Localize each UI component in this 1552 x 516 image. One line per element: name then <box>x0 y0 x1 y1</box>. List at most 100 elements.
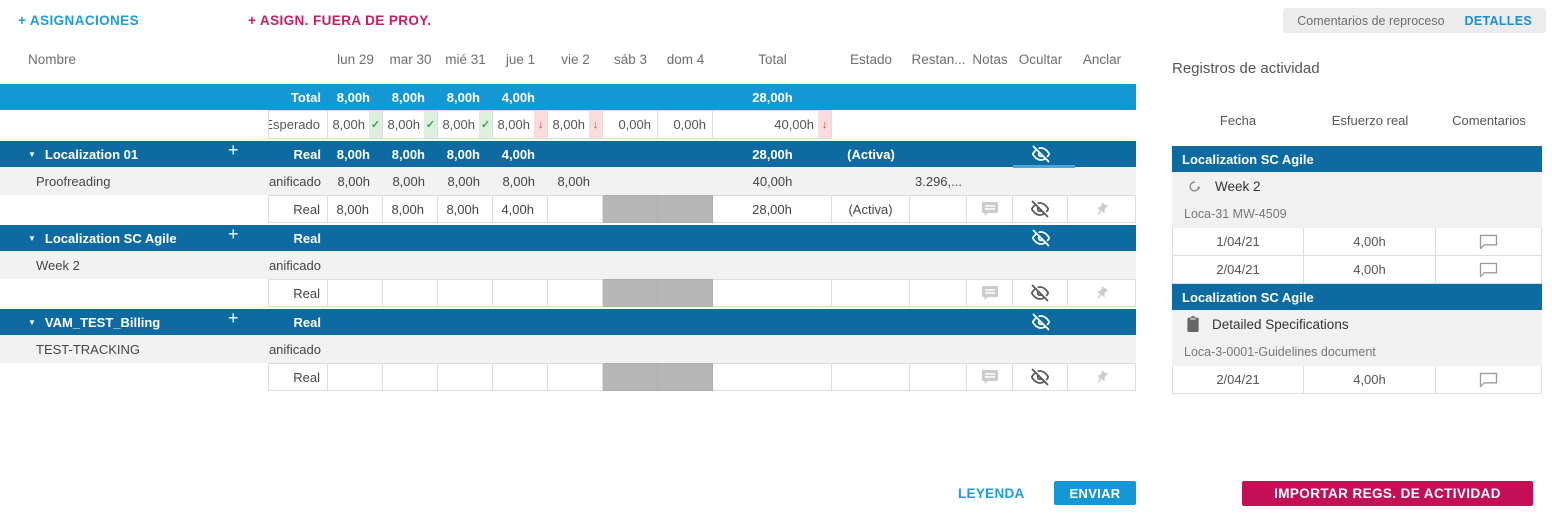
comment-icon[interactable] <box>1436 256 1542 283</box>
row-type-label: Total <box>290 89 321 105</box>
planned-day-value: 8,00h <box>337 173 370 189</box>
task-real-row: Real <box>0 363 1136 391</box>
add-assignments-link[interactable]: + ASIGNACIONES <box>18 13 139 28</box>
log-date: 2/04/21 <box>1172 256 1304 283</box>
real-day-cell[interactable]: 8,00h <box>383 195 438 223</box>
collapse-icon[interactable]: ▼ <box>28 149 36 159</box>
col-header-fecha: Fecha <box>1219 113 1257 128</box>
group-row: ▼ Localization SC Agile + Real <box>0 225 1136 251</box>
tab-rework-comments[interactable]: Comentarios de reproceso <box>1297 13 1445 28</box>
group-row: ▼ Localization 01 + Real 8,00h 8,00h 8,0… <box>0 141 1136 168</box>
real-day-cell[interactable] <box>438 279 493 307</box>
planned-day-value: 8,00h <box>447 173 480 189</box>
task-status: (Activa) <box>832 195 910 223</box>
real-day-cell[interactable] <box>548 195 603 223</box>
col-header-day: sáb 3 <box>613 52 648 67</box>
col-header-day: vie 2 <box>561 52 590 67</box>
activity-project-header: Localization SC Agile <box>1172 146 1542 172</box>
task-name: TEST-TRACKING <box>36 341 141 357</box>
hide-task-button[interactable] <box>1013 279 1068 307</box>
add-task-button[interactable]: + <box>228 225 239 244</box>
real-day-cell[interactable] <box>438 363 493 391</box>
task-name: Week 2 <box>36 257 80 273</box>
real-day-cell-weekend <box>658 279 713 307</box>
task-planned-row: Proofreading Planificado 8,00h 8,00h 8,0… <box>0 167 1136 195</box>
planned-day-value: 8,00h <box>392 173 425 189</box>
comment-icon[interactable] <box>1436 366 1542 393</box>
col-header-estado: Estado <box>849 52 893 67</box>
pin-icon[interactable] <box>1068 279 1136 307</box>
log-date: 1/04/21 <box>1172 228 1304 255</box>
group-name: VAM_TEST_Billing <box>44 314 161 330</box>
collapse-icon[interactable]: ▼ <box>28 317 36 327</box>
notes-icon[interactable] <box>967 363 1013 391</box>
expected-day-cell: 0,00h <box>603 110 658 139</box>
activity-item: Week 2 <box>1172 172 1542 200</box>
grid-header-row: Nombre lun 29 mar 30 mié 31 jue 1 vie 2 … <box>0 46 1136 76</box>
activity-item-ref: Loca-31 MW-4509 <box>1172 200 1542 228</box>
expected-day-cell: 0,00h <box>658 110 713 139</box>
col-header-day: lun 29 <box>337 52 374 67</box>
real-day-cell[interactable]: 4,00h <box>493 195 548 223</box>
real-day-cell[interactable] <box>383 363 438 391</box>
total-week-value: 28,00h <box>752 89 793 105</box>
real-day-cell[interactable] <box>548 279 603 307</box>
planned-total-value: 40,00h <box>752 173 793 189</box>
activity-log-row: 2/04/21 4,00h <box>1172 366 1542 394</box>
log-effort: 4,00h <box>1304 256 1436 283</box>
row-type-label: Real <box>268 279 328 307</box>
row-type-label: Planificado <box>268 173 321 189</box>
real-day-cell[interactable]: 8,00h <box>328 195 383 223</box>
group-name: Localization 01 <box>44 146 139 162</box>
hide-task-button[interactable] <box>1013 195 1068 223</box>
add-out-of-project-link[interactable]: + ASIGN. FUERA DE PROY. <box>248 13 432 28</box>
expected-day-cell: 8,00h ✓ <box>438 110 493 139</box>
real-day-cell[interactable] <box>383 279 438 307</box>
log-effort: 4,00h <box>1304 366 1436 393</box>
right-panel-tabs: Comentarios de reproceso DETALLES <box>1283 8 1546 33</box>
notes-icon[interactable] <box>967 279 1013 307</box>
activity-project-header: Localization SC Agile <box>1172 284 1542 310</box>
real-day-cell[interactable] <box>328 279 383 307</box>
hide-task-button[interactable] <box>1013 363 1068 391</box>
planned-day-value: 8,00h <box>557 173 590 189</box>
real-day-cell-weekend <box>658 195 713 223</box>
task-planned-row: Week 2 Planificado <box>0 251 1136 279</box>
comment-icon[interactable] <box>1436 228 1542 255</box>
real-day-cell[interactable] <box>328 363 383 391</box>
activity-log-row: 1/04/21 4,00h <box>1172 228 1542 256</box>
group-name: Localization SC Agile <box>44 230 177 246</box>
import-activity-logs-button[interactable]: IMPORTAR REGS. DE ACTIVIDAD <box>1242 481 1533 506</box>
add-task-button[interactable]: + <box>228 309 239 328</box>
real-day-cell[interactable]: 8,00h <box>438 195 493 223</box>
hide-group-button[interactable] <box>1013 225 1068 251</box>
hide-group-button[interactable] <box>1013 141 1068 167</box>
add-task-button[interactable]: + <box>228 141 239 160</box>
real-day-cell[interactable] <box>548 363 603 391</box>
pin-icon[interactable] <box>1068 363 1136 391</box>
hide-group-button[interactable] <box>1013 309 1068 335</box>
expected-day-cell: 8,00h ✓ <box>383 110 438 139</box>
col-header-day: mié 31 <box>445 52 486 67</box>
task-name: Proofreading <box>36 173 111 189</box>
log-effort: 4,00h <box>1304 228 1436 255</box>
clipboard-icon <box>1187 316 1199 332</box>
collapse-icon[interactable]: ▼ <box>28 233 36 243</box>
match-check-icon: ✓ <box>369 111 382 138</box>
real-day-cell[interactable] <box>493 363 548 391</box>
row-type-label: Real <box>293 230 321 246</box>
group-row: ▼ VAM_TEST_Billing + Real <box>0 309 1136 335</box>
legend-link[interactable]: LEYENDA <box>958 486 1025 501</box>
notes-icon[interactable] <box>967 195 1013 223</box>
real-day-cell[interactable] <box>493 279 548 307</box>
expected-day-cell: 8,00h ✓ <box>328 110 383 139</box>
pin-icon[interactable] <box>1068 195 1136 223</box>
expected-day-cell: 8,00h ↓ <box>493 110 548 139</box>
activity-item: Detailed Specifications <box>1172 310 1542 338</box>
timesheet-grid: Nombre lun 29 mar 30 mié 31 jue 1 vie 2 … <box>0 46 1136 391</box>
submit-button[interactable]: ENVIAR <box>1054 481 1136 505</box>
activity-header-row: Fecha Esfuerzo real Comentarios <box>1172 113 1542 131</box>
tab-details[interactable]: DETALLES <box>1464 13 1532 28</box>
group-day-value: 8,00h <box>391 146 425 162</box>
row-type-label: Real <box>293 146 321 162</box>
